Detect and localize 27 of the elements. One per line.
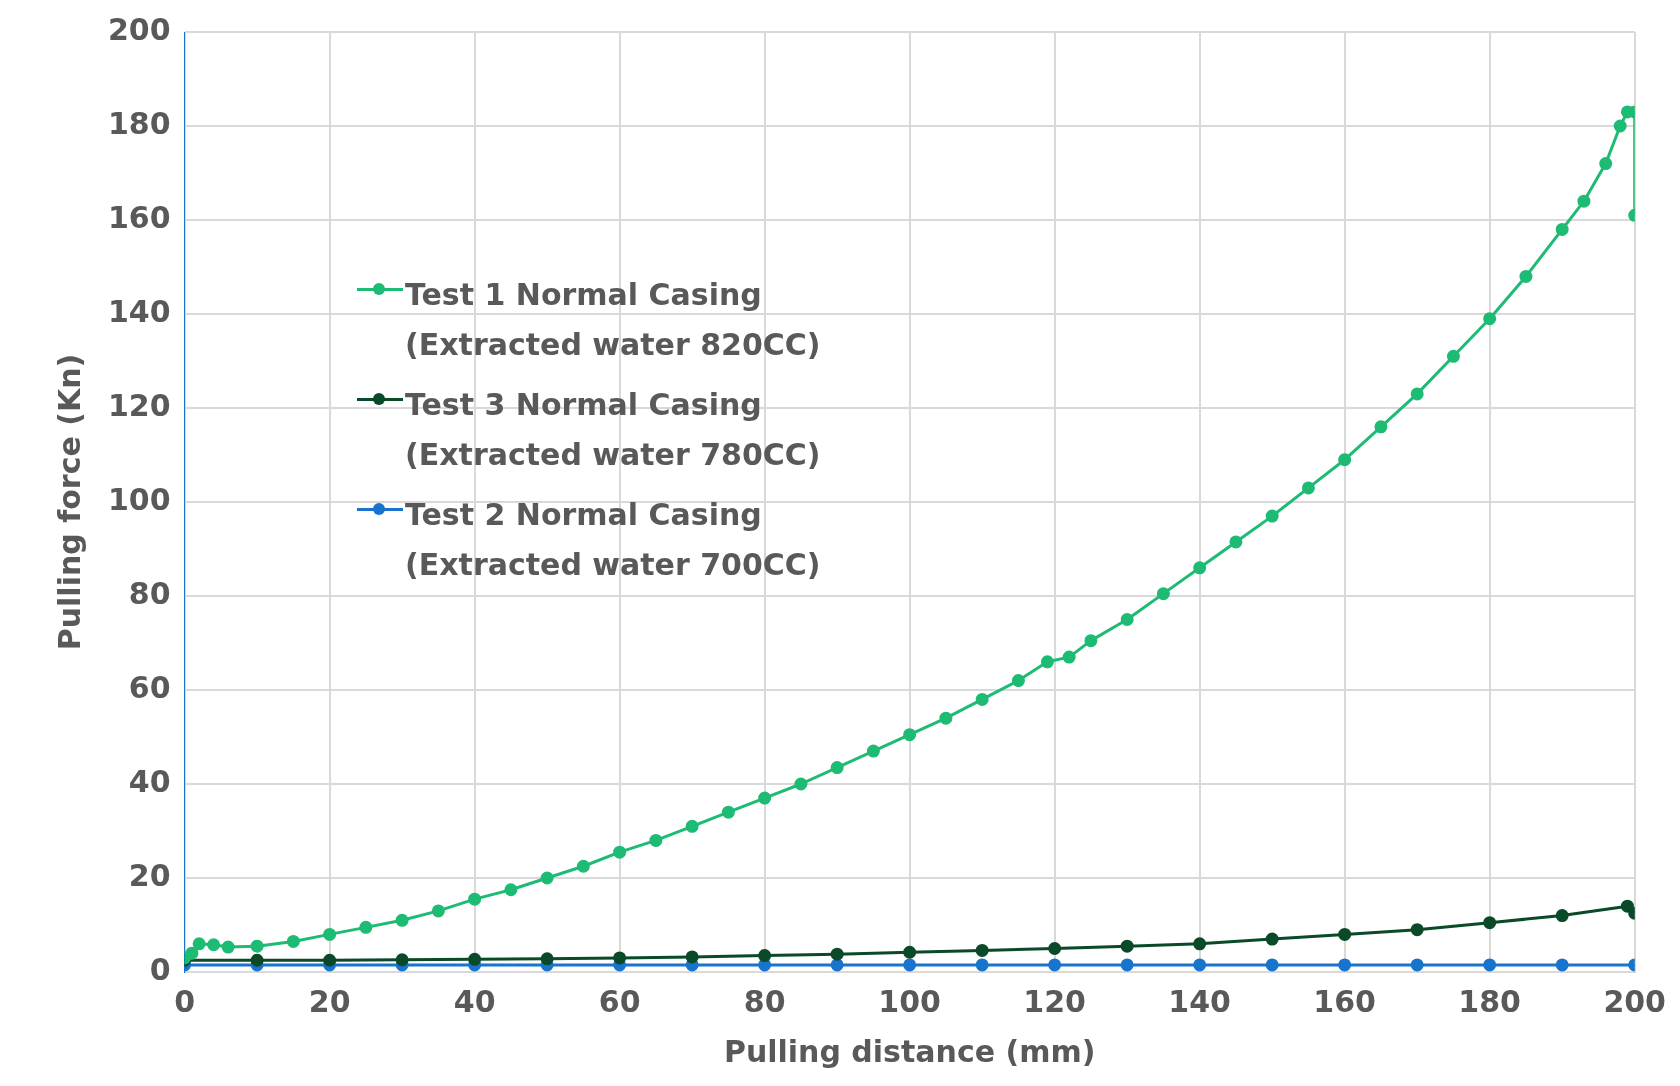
y-tick-label: 160 (108, 199, 171, 235)
x-tick-label: 40 (453, 983, 496, 1019)
y-axis-title: Pulling force (Kn) (51, 353, 87, 651)
y-tick-label: 100 (108, 481, 171, 517)
y-tick-label: 0 (149, 951, 171, 987)
legend-label: Test 2 Normal Casing (Extracted water 700CC) (405, 496, 822, 584)
y-tick-label: 200 (108, 11, 171, 47)
x-tick-label: 80 (743, 983, 786, 1019)
x-tick-label: 0 (174, 983, 196, 1019)
x-tick-label: 200 (1603, 983, 1666, 1019)
x-tick-label: 60 (598, 983, 641, 1019)
x-tick-label: 140 (1168, 983, 1231, 1019)
x-axis-title: Pulling distance (mm) (723, 1033, 1096, 1069)
x-tick-label: 180 (1458, 983, 1521, 1019)
x-tick-label: 160 (1313, 983, 1376, 1019)
legend-label: Test 1 Normal Casing (Extracted water 820CC) (405, 276, 822, 364)
legend-label: Test 3 Normal Casing (Extracted water 780CC) (405, 386, 822, 474)
y-tick-label: 120 (108, 387, 171, 423)
x-tick-label: 100 (878, 983, 941, 1019)
y-tick-label: 20 (128, 857, 171, 893)
y-tick-label: 180 (108, 105, 171, 141)
x-tick-label: 20 (308, 983, 351, 1019)
y-tick-label: 140 (108, 293, 171, 329)
y-tick-label: 80 (128, 575, 171, 611)
y-tick-label: 60 (128, 669, 171, 705)
y-tick-label: 40 (128, 763, 171, 799)
x-tick-label: 120 (1023, 983, 1086, 1019)
